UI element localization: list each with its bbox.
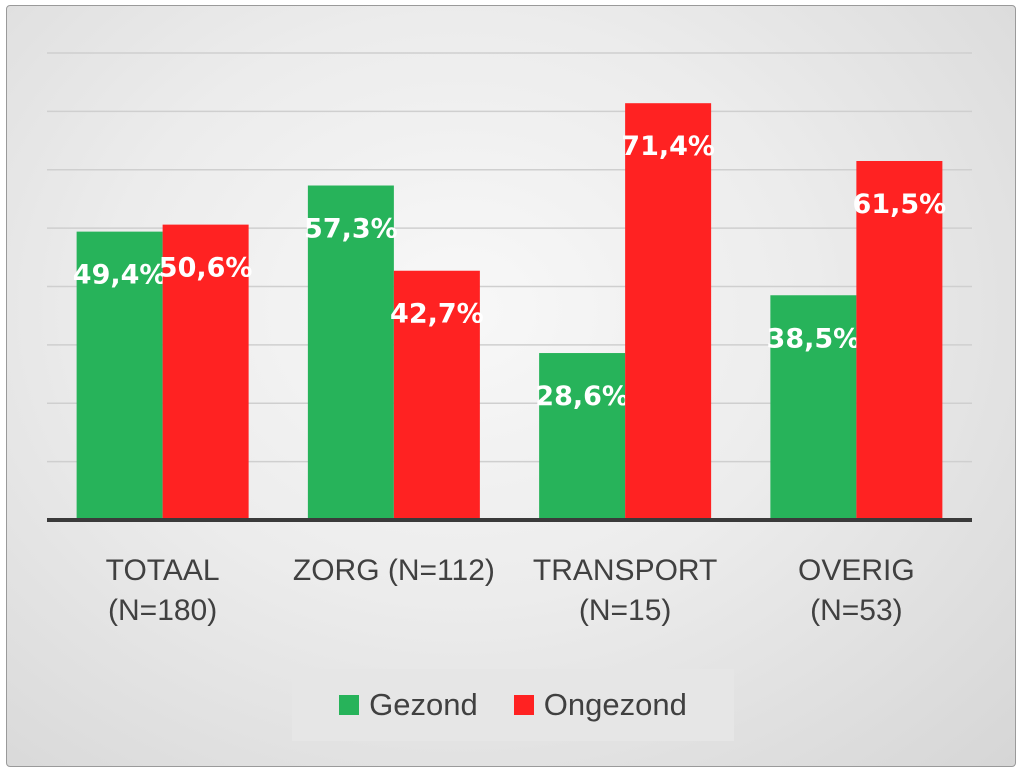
legend-label-gezond: Gezond bbox=[369, 687, 478, 722]
category-label-0-0: TOTAAL bbox=[106, 554, 220, 587]
legend-swatch-ongezond bbox=[513, 695, 534, 715]
category-label-1-0: ZORG (N=112) bbox=[293, 554, 495, 587]
bar-ongezond-3 bbox=[856, 160, 943, 520]
bar-gezond-0 bbox=[76, 231, 163, 520]
category-label-2-1: (N=15) bbox=[579, 594, 672, 627]
data-label-gezond-0: 49,4% bbox=[73, 260, 167, 291]
bar-ongezond-2 bbox=[625, 103, 712, 520]
data-label-ongezond-0: 50,6% bbox=[159, 253, 253, 284]
chart-area: 49,4% 50,6% TOTAAL (N=180) 57,3% 42,7% ZORG (N… bbox=[6, 5, 1016, 767]
bar-gezond-2 bbox=[539, 353, 626, 520]
data-label-ongezond-1: 42,7% bbox=[390, 299, 484, 330]
legend-swatch-gezond bbox=[339, 695, 360, 715]
legend: Gezond Ongezond bbox=[292, 669, 734, 741]
category-label-0-1: (N=180) bbox=[108, 594, 217, 627]
bar-gezond-3 bbox=[770, 295, 857, 520]
bar-ongezond-0 bbox=[162, 224, 249, 520]
category-label-3-1: (N=53) bbox=[810, 594, 903, 627]
legend-item-ongezond: Ongezond bbox=[513, 687, 687, 723]
data-label-gezond-1: 57,3% bbox=[304, 214, 398, 245]
bar-ongezond-1 bbox=[393, 270, 480, 520]
legend-item-gezond: Gezond bbox=[339, 687, 478, 723]
data-label-gezond-2: 28,6% bbox=[535, 381, 629, 412]
data-label-ongezond-2: 71,4% bbox=[621, 131, 715, 162]
category-label-3-0: OVERIG bbox=[798, 554, 915, 587]
data-label-gezond-3: 38,5% bbox=[767, 323, 861, 354]
bar-gezond-1 bbox=[307, 185, 394, 521]
legend-label-ongezond: Ongezond bbox=[543, 687, 687, 722]
bar-chart: 49,4%50,6% TOTAAL (N=180) 57,3% 42,7% ZORG (N… bbox=[47, 52, 972, 627]
data-label-ongezond-3: 61,5% bbox=[853, 189, 947, 220]
category-label-2-0: TRANSPORT bbox=[533, 554, 717, 587]
